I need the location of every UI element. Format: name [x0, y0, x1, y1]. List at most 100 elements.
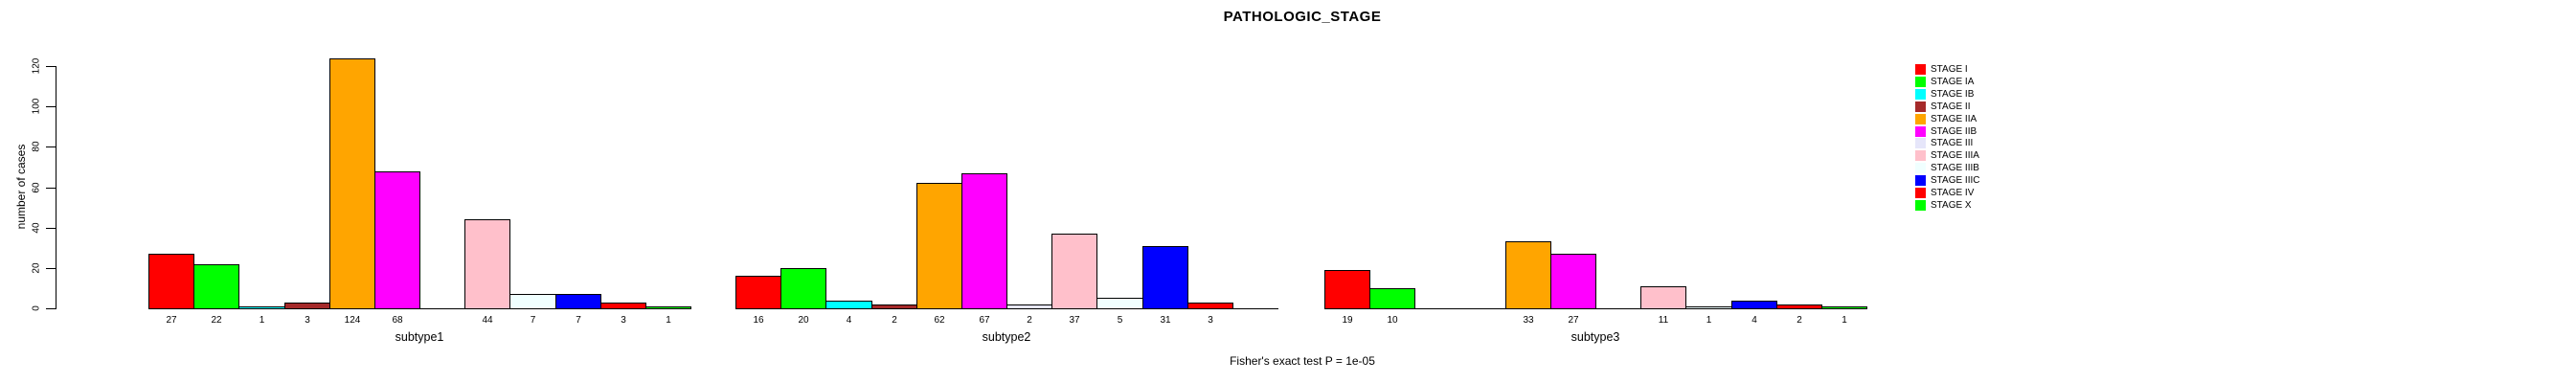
y-tick: [46, 106, 56, 107]
legend-label: STAGE IIIB: [1931, 163, 1979, 173]
bar-value-label: 1: [666, 315, 671, 326]
legend-swatch-stage-iia: [1915, 114, 1926, 124]
bar-stage-iv: [600, 303, 646, 309]
bar-stage-iiic: [1142, 246, 1188, 309]
bar-stage-iiia: [464, 219, 510, 309]
legend-label: STAGE I: [1931, 64, 1968, 75]
bar-value-label: 2: [892, 315, 897, 326]
legend-swatch-stage-iii: [1915, 138, 1926, 148]
bar-value-label: 19: [1342, 315, 1353, 326]
bar-value-label: 4: [846, 315, 852, 326]
y-tick: [46, 188, 56, 189]
bar-stage-iiib: [1685, 306, 1732, 309]
legend-label: STAGE X: [1931, 200, 1972, 211]
bar-value-label: 10: [1387, 315, 1398, 326]
legend-label: STAGE IIA: [1931, 114, 1977, 124]
y-tick: [46, 308, 56, 309]
bar-stage-iiia: [1051, 234, 1097, 309]
bar-value-label: 2: [1027, 315, 1032, 326]
bar-value-label: 7: [530, 315, 536, 326]
bar-stage-ia: [780, 268, 826, 309]
bar-value-label: 1: [1842, 315, 1847, 326]
y-tick-label: 40: [31, 222, 42, 234]
bar-stage-iia: [329, 58, 375, 309]
y-tick: [46, 66, 56, 67]
legend-swatch-stage-ib: [1915, 89, 1926, 100]
bar-value-label: 5: [1117, 315, 1123, 326]
bar-value-label: 11: [1658, 315, 1669, 326]
legend-label: STAGE IIIA: [1931, 150, 1979, 161]
bar-value-label: 1: [259, 315, 265, 326]
bar-stage-iiic: [1731, 301, 1777, 309]
bar-stage-ii: [284, 303, 330, 309]
bar-stage-ia: [193, 264, 239, 309]
legend-swatch-stage-iib: [1915, 126, 1926, 137]
bar-stage-i: [1324, 270, 1370, 309]
bar-value-label: 2: [1796, 315, 1802, 326]
legend-swatch-stage-i: [1915, 64, 1926, 75]
bar-stage-iib: [961, 173, 1007, 309]
bar-stage-iiic: [555, 294, 601, 309]
bar-stage-x: [645, 306, 691, 309]
fisher-test-annotation: Fisher's exact test P = 1e-05: [1230, 354, 1375, 368]
legend-label: STAGE IA: [1931, 77, 1975, 87]
y-tick-label: 20: [31, 262, 42, 274]
legend-swatch-stage-iiic: [1915, 175, 1926, 186]
legend-swatch-stage-iiib: [1915, 163, 1926, 173]
bar-value-label: 3: [1208, 315, 1213, 326]
bar-stage-iia: [916, 183, 962, 309]
group-label: subtype3: [1570, 330, 1620, 344]
y-tick: [46, 146, 56, 147]
y-tick-label: 80: [31, 141, 42, 152]
bar-stage-ia: [1369, 288, 1415, 309]
y-tick-label: 120: [31, 57, 42, 75]
y-tick: [46, 268, 56, 269]
bar-value-label: 7: [576, 315, 581, 326]
group-label: subtype1: [395, 330, 444, 344]
bar-stage-iiia: [1640, 286, 1686, 309]
legend-label: STAGE IIB: [1931, 126, 1977, 137]
y-tick-label: 60: [31, 182, 42, 193]
bar-stage-ib: [825, 301, 872, 309]
bar-value-label: 20: [798, 315, 809, 326]
bar-value-label: 3: [305, 315, 310, 326]
bar-stage-iib: [374, 171, 420, 309]
bar-value-label: 27: [166, 315, 177, 326]
bar-value-label: 31: [1160, 315, 1171, 326]
bar-stage-ii: [871, 304, 917, 309]
bar-value-label: 37: [1069, 315, 1080, 326]
bar-stage-i: [735, 276, 781, 309]
legend-swatch-stage-iiia: [1915, 150, 1926, 161]
bar-stage-iiib: [1096, 298, 1143, 309]
bar-stage-x: [1821, 306, 1867, 309]
bar-value-label: 22: [211, 315, 222, 326]
legend-swatch-stage-ia: [1915, 77, 1926, 87]
legend-swatch-stage-ii: [1915, 101, 1926, 112]
bar-value-label: 124: [344, 315, 361, 326]
y-axis-label: number of cases: [14, 144, 28, 230]
bar-stage-iib: [1550, 254, 1596, 309]
chart-title: PATHOLOGIC_STAGE: [1223, 9, 1382, 25]
bar-stage-i: [148, 254, 194, 309]
legend-swatch-stage-iv: [1915, 188, 1926, 198]
bar-value-label: 1: [1706, 315, 1712, 326]
bar-value-label: 3: [621, 315, 626, 326]
bar-stage-iiib: [509, 294, 556, 309]
bar-stage-iv: [1187, 303, 1233, 309]
bar-stage-iv: [1776, 304, 1822, 309]
bar-value-label: 44: [482, 315, 493, 326]
bar-value-label: 27: [1568, 315, 1579, 326]
group-label: subtype2: [982, 330, 1031, 344]
legend-label: STAGE IV: [1931, 188, 1975, 198]
y-tick-label: 100: [31, 98, 42, 115]
legend-label: STAGE III: [1931, 138, 1974, 148]
bar-stage-iia: [1505, 241, 1551, 309]
bar-value-label: 33: [1523, 315, 1534, 326]
bar-value-label: 4: [1751, 315, 1757, 326]
bar-value-label: 62: [934, 315, 945, 326]
y-tick-label: 0: [31, 305, 42, 311]
bar-stage-iii: [1006, 304, 1052, 309]
y-tick: [46, 228, 56, 229]
legend-label: STAGE IIIC: [1931, 175, 1980, 186]
